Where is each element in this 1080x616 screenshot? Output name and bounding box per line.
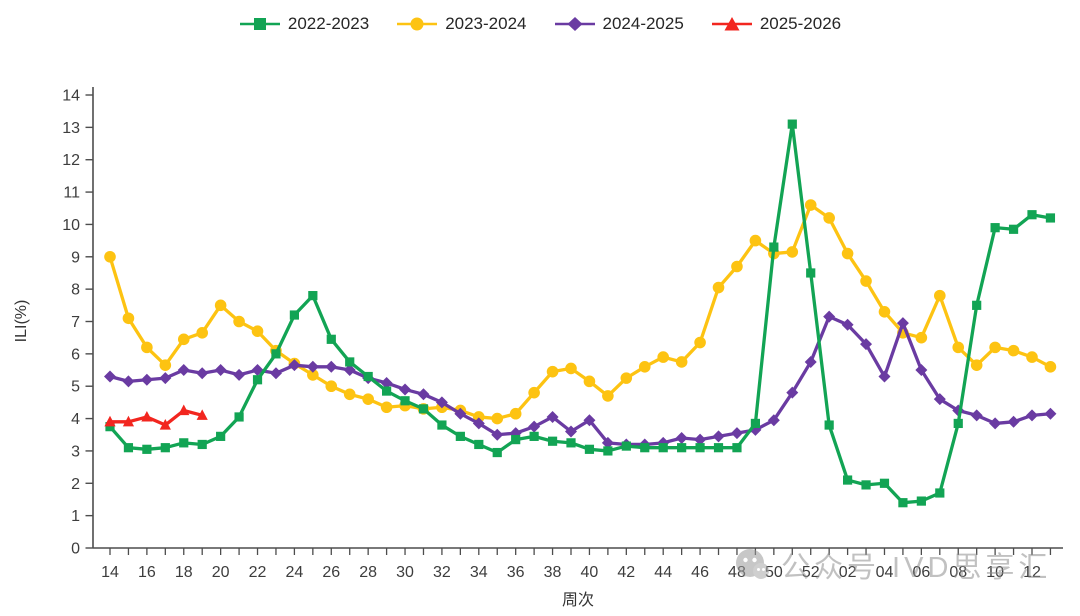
series-2022-2023 [105, 119, 1056, 508]
series-line [108, 408, 204, 427]
x-tick-label: 50 [765, 564, 783, 581]
x-tick-label: 18 [175, 564, 193, 581]
y-tick-label: 3 [71, 443, 80, 460]
x-tick-label: 28 [359, 564, 377, 581]
legend-item-2023-2024: 2023-2024 [396, 14, 527, 34]
x-tick-label: 08 [949, 564, 967, 581]
x-tick-label: 44 [654, 564, 672, 581]
x-tick-label: 24 [286, 564, 304, 581]
y-tick-label: 2 [71, 476, 80, 493]
y-tick-label: 10 [62, 217, 80, 234]
y-tick-label: 13 [62, 120, 80, 137]
x-tick-label: 34 [470, 564, 488, 581]
legend-label: 2022-2023 [287, 14, 370, 33]
x-tick-label: 10 [986, 564, 1004, 581]
x-tick-label: 36 [507, 564, 525, 581]
legend-item-2024-2025: 2024-2025 [554, 14, 684, 34]
x-tick-label: 38 [544, 564, 562, 581]
legend-marker-circle-icon [397, 17, 438, 31]
series-line [108, 122, 1053, 505]
x-tick-label: 20 [212, 564, 230, 581]
y-tick-label: 14 [62, 88, 80, 105]
x-tick-label: 46 [691, 564, 709, 581]
legend-label: 2024-2025 [602, 14, 684, 33]
y-axis-title: ILI(%) [13, 300, 30, 343]
x-tick-label: 04 [876, 564, 894, 581]
x-tick-label: 40 [581, 564, 599, 581]
x-axis-title: 周次 [562, 591, 594, 609]
legend-marker-diamond-icon [554, 17, 595, 31]
legend-item-2025-2026: 2025-2026 [711, 14, 841, 34]
y-tick-label: 8 [71, 282, 80, 299]
x-tick-label: 12 [1023, 564, 1041, 581]
y-tick-label: 5 [71, 379, 80, 396]
series-2024-2025 [104, 310, 1057, 451]
series-line [108, 203, 1053, 421]
y-tick-label: 1 [71, 508, 80, 525]
series-lines [104, 119, 1057, 508]
y-tick-label: 12 [62, 152, 80, 169]
legend-item-2022-2023: 2022-2023 [239, 14, 369, 34]
legend-label: 2025-2026 [759, 14, 842, 33]
series-line [108, 314, 1053, 447]
x-tick-label: 02 [839, 564, 857, 581]
legend-marker-square-icon [239, 18, 280, 30]
x-tick-label: 22 [249, 564, 267, 581]
x-tick-label: 06 [912, 564, 930, 581]
x-tick-label: 14 [101, 564, 119, 581]
x-tick-label: 26 [322, 564, 340, 581]
x-tick-label: 30 [396, 564, 414, 581]
y-tick-label: 6 [71, 346, 80, 363]
x-tick-label: 42 [617, 564, 635, 581]
y-tick-label: 9 [71, 249, 80, 266]
y-tick-label: 11 [63, 185, 80, 202]
x-tick-label: 32 [433, 564, 451, 581]
x-tick-label: 48 [728, 564, 746, 581]
x-tick-label: 16 [138, 564, 156, 581]
y-tick-label: 0 [71, 541, 80, 558]
legend-marker-triangle-icon [711, 17, 752, 31]
series-2023-2024 [104, 199, 1057, 425]
series-2025-2026 [104, 404, 208, 430]
legend-label: 2023-2024 [445, 14, 527, 33]
chart-legend: 2022-2023 2023-2024 2024-2025 2025-2026 [0, 14, 1080, 34]
y-tick-label: 7 [71, 314, 80, 331]
x-tick-label: 52 [802, 564, 820, 581]
y-tick-label: 4 [71, 411, 80, 428]
